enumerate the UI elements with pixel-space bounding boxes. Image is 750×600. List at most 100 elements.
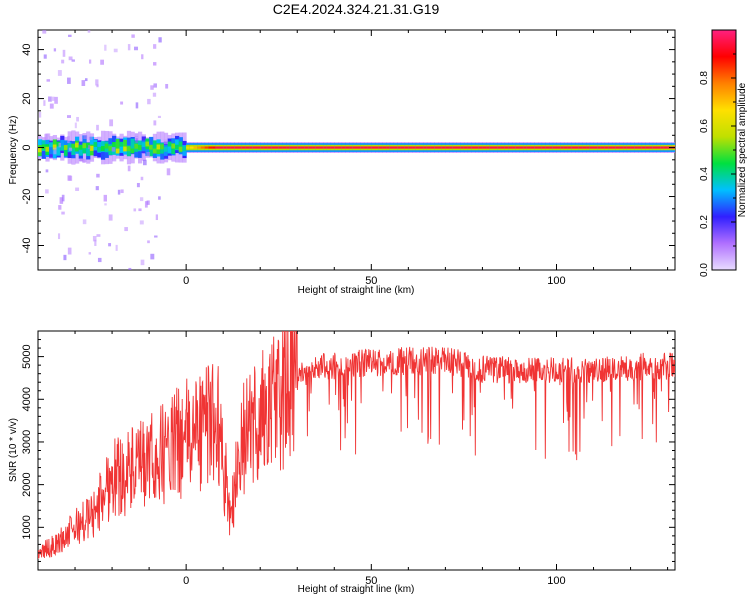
spectrogram-cell (47, 133, 51, 138)
spectrogram-cell (563, 146, 569, 149)
spectrogram-cell (144, 201, 148, 208)
spectrogram-cell (375, 146, 380, 149)
spectrogram-cell (393, 146, 398, 149)
spectrogram-cell (67, 77, 71, 84)
spectrogram-cell (113, 48, 118, 53)
spectrogram-cell (66, 115, 71, 118)
spectrogram-cells (38, 30, 675, 270)
spectrogram-cell (79, 158, 84, 162)
spectrogram-cell (593, 146, 598, 149)
spectrogram-cell (58, 142, 61, 148)
spectrogram-cell (334, 146, 339, 149)
spectrogram-cell (135, 102, 139, 109)
colorbar-ticks: 0.0 0.2 0.4 0.6 0.8 (699, 53, 736, 277)
spectrogram-cell (312, 146, 317, 149)
spectrogram-cell (87, 30, 91, 33)
x-tick-label: 0 (183, 275, 189, 287)
spectrogram-cell (61, 211, 65, 215)
spectrogram-cell (386, 146, 391, 149)
spectrogram-cell (223, 146, 228, 149)
spectrogram-cell (111, 147, 116, 152)
spectrogram-cell (74, 122, 77, 129)
colorbar-label: Normalized spectral amplitude (737, 82, 748, 217)
spectrogram-cell (58, 205, 62, 210)
spectrogram-cell (249, 146, 254, 149)
spectrogram-cell (345, 146, 350, 149)
spectrogram-cell (600, 146, 606, 149)
spectrogram-cell (61, 59, 65, 64)
spectrogram-cell (133, 46, 138, 51)
spectrogram-cell (158, 37, 162, 43)
spectrogram-cell (68, 175, 73, 181)
spectrogram-cell (95, 79, 99, 86)
spectrogram-cell (53, 147, 57, 155)
spectrogram-cell (124, 227, 128, 232)
spectrogram-cell (641, 146, 646, 149)
spectrogram-cell (200, 146, 206, 149)
spectrogram-cell (82, 159, 86, 163)
spectrogram-cell (108, 243, 112, 247)
y-tick-label: 3000 (21, 430, 33, 454)
spectrogram-cell (271, 146, 276, 149)
spectrogram-cell (434, 146, 439, 149)
spectrogram-cell (578, 146, 583, 149)
colorbar-tick-label: 0.0 (699, 263, 710, 277)
spectrogram-cell (234, 146, 239, 149)
spectrogram-cell (308, 146, 313, 149)
spectrogram-cell (212, 146, 217, 149)
x-tick-label: 50 (365, 575, 377, 587)
y-tick-label: 20 (21, 92, 33, 104)
spectrogram-cell (152, 140, 158, 152)
spectrogram-cell (352, 146, 357, 149)
spectrogram-cell (589, 146, 595, 149)
colorbar-tick-label: 0.6 (699, 119, 710, 133)
spectrogram-cell (134, 143, 139, 149)
spectrogram-cell (626, 146, 632, 149)
spectrogram-cell (282, 146, 287, 149)
spectrogram-cell (88, 59, 92, 64)
spectrogram-cell (153, 62, 157, 66)
spectrogram-cell (378, 146, 383, 149)
x-tick-label: 50 (365, 275, 377, 287)
spectrogram-cell (54, 96, 58, 104)
spectrogram-cell (193, 146, 198, 149)
spectrogram-cell (83, 135, 88, 140)
snr-y-ticks: 1000 2000 3000 4000 5000 (21, 330, 675, 571)
spectrogram-cell (582, 146, 587, 149)
chart-title: C2E4.2024.324.21.31.G19 (272, 1, 440, 17)
spectrogram-cell (649, 146, 654, 149)
spectrogram-cell (382, 146, 387, 149)
spectrogram-cell (115, 139, 120, 150)
spectrogram-cell (360, 146, 365, 149)
spectrogram-cell (419, 146, 424, 149)
spectrogram-cell (556, 146, 561, 149)
spectrogram-cell (534, 146, 539, 149)
colorbar-tick-label: 0.4 (699, 167, 710, 181)
spectrogram-cell (157, 115, 161, 119)
spectrogram-cell (160, 144, 165, 150)
spectrogram-cell (545, 146, 550, 149)
y-tick-label: 0 (21, 144, 33, 150)
y-tick-label: 4000 (21, 387, 33, 411)
spectrogram-cell (147, 98, 151, 105)
spectrogram-cell (256, 146, 261, 149)
snr-panel: 0 50 100 1000 2000 3000 4000 5000 Height of st… (8, 330, 676, 595)
spectrogram-cell (100, 146, 106, 151)
spectrogram-cell (128, 267, 132, 270)
spectrogram-cell (141, 153, 145, 159)
spectrogram-cell (75, 187, 80, 191)
spectrogram-cell (150, 253, 155, 260)
spectrogram-cell (471, 146, 476, 149)
spectrogram-cell (208, 146, 213, 149)
spectrogram-cell (226, 146, 232, 149)
spectrogram-cell (53, 48, 57, 52)
spectrogram-cell (154, 235, 158, 238)
spectrogram-cell (67, 247, 72, 255)
spectrogram-cell (504, 146, 509, 149)
spectrogram-cell (163, 139, 168, 145)
spectrogram-cell (426, 146, 432, 149)
spectrogram-cell (437, 146, 443, 149)
spectrogram-cell (38, 111, 42, 118)
spectrogram-cell (135, 138, 138, 144)
